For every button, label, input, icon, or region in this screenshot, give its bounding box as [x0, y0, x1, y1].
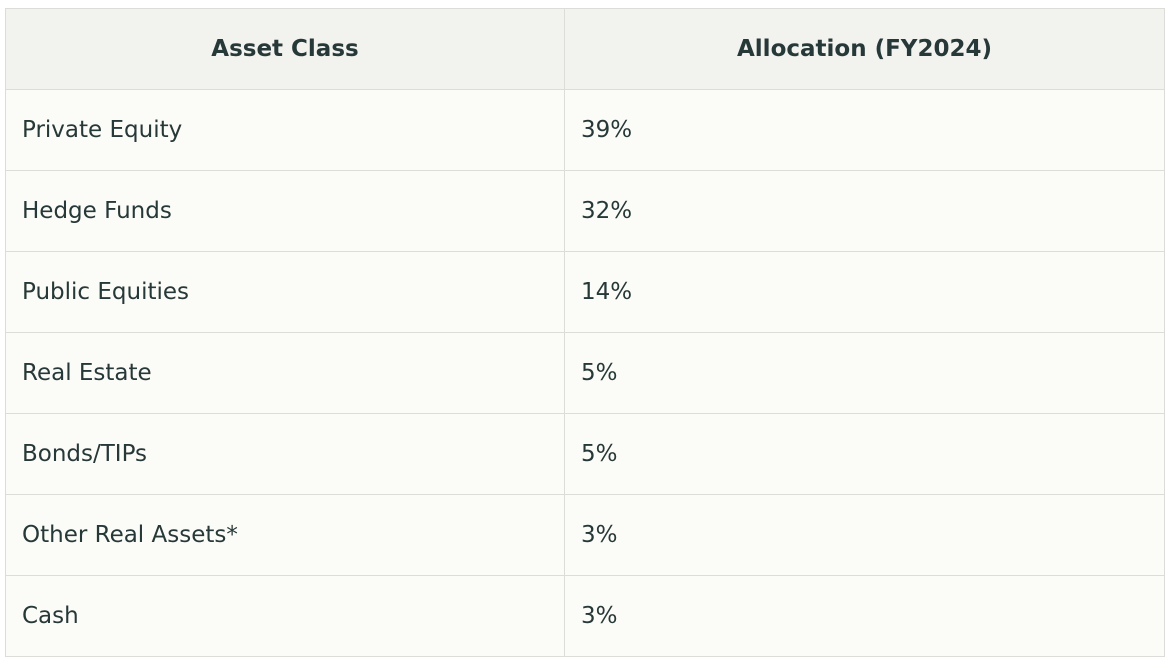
header-row: Asset Class Allocation (FY2024): [5, 8, 1165, 90]
header-cell: Asset Class: [5, 8, 565, 90]
asset-class-cell: Other Real Assets*: [5, 494, 565, 576]
table-row: Real Estate 5%: [5, 332, 1165, 414]
allocation-cell: 3%: [564, 575, 1165, 657]
table-row: Public Equities 14%: [5, 251, 1165, 333]
allocation-cell: 14%: [564, 251, 1165, 333]
asset-class-cell: Real Estate: [5, 332, 565, 414]
allocation-cell: 5%: [564, 413, 1165, 495]
allocation-cell: 5%: [564, 332, 1165, 414]
table-row: Other Real Assets* 3%: [5, 494, 1165, 576]
table-row: Bonds/TIPs 5%: [5, 413, 1165, 495]
table-body: Private Equity 39% Hedge Funds 32% Public Eq…: [5, 89, 1165, 657]
asset-class-cell: Cash: [5, 575, 565, 657]
asset-class-cell: Hedge Funds: [5, 170, 565, 252]
allocation-cell: 39%: [564, 89, 1165, 171]
table-row: Private Equity 39%: [5, 89, 1165, 171]
allocation-table: Asset Class Allocation (FY2024) Private …: [5, 8, 1165, 657]
asset-class-cell: Bonds/TIPs: [5, 413, 565, 495]
asset-class-cell: Private Equity: [5, 89, 565, 171]
header-cell: Allocation (FY2024): [564, 8, 1165, 90]
allocation-cell: 3%: [564, 494, 1165, 576]
table-header: Asset Class Allocation (FY2024): [5, 8, 1165, 90]
asset-class-cell: Public Equities: [5, 251, 565, 333]
table-row: Cash 3%: [5, 575, 1165, 657]
allocation-cell: 32%: [564, 170, 1165, 252]
table-row: Hedge Funds 32%: [5, 170, 1165, 252]
